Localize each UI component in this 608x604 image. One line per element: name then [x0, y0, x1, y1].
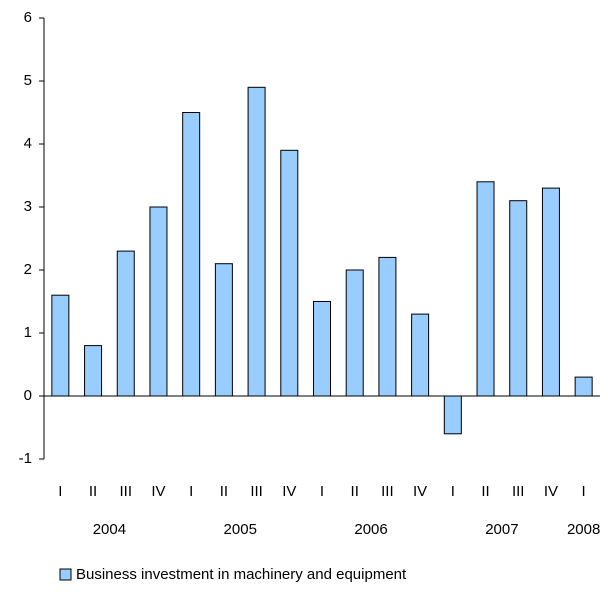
bar	[51, 294, 70, 397]
x-tick-label: III	[381, 483, 394, 500]
x-tick-label: IV	[282, 483, 296, 500]
x-tick-label: II	[220, 483, 228, 500]
y-tick-label: 5	[24, 72, 32, 89]
x-tick-label: IV	[544, 483, 558, 500]
bar	[443, 395, 462, 435]
x-tick-label: I	[189, 483, 193, 500]
bar	[84, 345, 103, 397]
bar	[574, 376, 593, 397]
y-tick-label: 2	[24, 261, 32, 278]
group-label: 2008	[567, 521, 600, 538]
bar	[280, 149, 299, 397]
bar	[312, 301, 332, 397]
x-tick-label: III	[250, 483, 263, 500]
legend-label: Business investment in machinery and equ…	[76, 566, 407, 583]
legend-swatch	[59, 568, 72, 581]
y-tick-label: 3	[24, 198, 32, 215]
x-tick-label: IV	[413, 483, 427, 500]
bar	[541, 187, 560, 397]
x-tick-label: III	[512, 483, 525, 500]
bar	[214, 263, 233, 397]
x-tick-label: IV	[151, 483, 165, 500]
y-tick-label: 4	[24, 135, 32, 152]
x-tick-label: I	[58, 483, 62, 500]
bar	[411, 313, 430, 397]
bar	[509, 200, 528, 397]
y-tick-label: 6	[24, 9, 32, 26]
y-tick-label: -1	[19, 450, 32, 467]
x-tick-label: II	[89, 483, 97, 500]
x-tick-label: III	[120, 483, 133, 500]
y-tick-label: 0	[24, 387, 32, 404]
bar	[476, 181, 495, 397]
x-tick-label: I	[320, 483, 324, 500]
bar	[247, 86, 266, 397]
x-tick-label: II	[481, 483, 489, 500]
bar	[345, 269, 364, 397]
x-tick-label: I	[582, 483, 586, 500]
group-label: 2006	[354, 521, 387, 538]
x-tick-label: I	[451, 483, 455, 500]
group-label: 2007	[485, 521, 518, 538]
group-label: 2004	[93, 521, 126, 538]
group-label: 2005	[224, 521, 257, 538]
bar	[116, 250, 135, 397]
bar	[378, 256, 397, 397]
y-tick-label: 1	[24, 324, 32, 341]
bar	[182, 112, 201, 397]
bar	[149, 206, 168, 397]
x-tick-label: II	[351, 483, 359, 500]
